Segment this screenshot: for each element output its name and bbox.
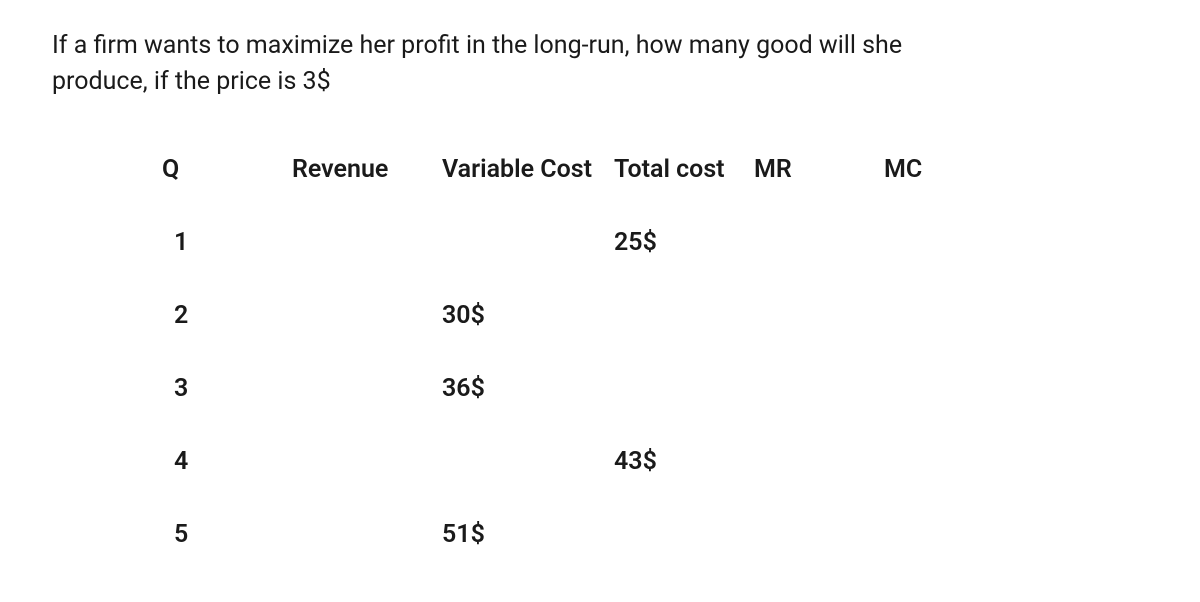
header-variable-cost: Variable Cost [442, 155, 614, 184]
cell-variable-cost [442, 447, 614, 476]
cell-variable-cost: 36$ [442, 374, 614, 403]
cell-q: 4 [162, 447, 292, 476]
cell-mc [884, 228, 964, 257]
question-text: If a firm wants to maximize her profit i… [52, 28, 1148, 101]
cell-total-cost [614, 301, 754, 330]
cell-revenue [292, 374, 442, 403]
question-line-2: produce, if the price is 3$ [52, 67, 331, 96]
header-mr: MR [754, 155, 884, 184]
cell-q: 3 [162, 374, 292, 403]
cell-revenue [292, 520, 442, 549]
cell-total-cost [614, 520, 754, 549]
header-total-cost: Total cost [614, 155, 754, 184]
cell-mr [754, 447, 884, 476]
cell-revenue [292, 301, 442, 330]
table-row: 2 30$ [162, 301, 982, 330]
data-table: Q Revenue Variable Cost Total cost MR MC… [162, 155, 982, 549]
table-row: 4 43$ [162, 447, 982, 476]
table-row: 5 51$ [162, 520, 982, 549]
cell-mc [884, 301, 964, 330]
header-mc: MC [884, 155, 964, 184]
cell-total-cost: 25$ [614, 228, 754, 257]
cell-mc [884, 520, 964, 549]
cell-q: 2 [162, 301, 292, 330]
header-revenue: Revenue [292, 155, 442, 184]
cell-revenue [292, 447, 442, 476]
cell-q: 5 [162, 520, 292, 549]
cell-mr [754, 374, 884, 403]
cell-total-cost: 43$ [614, 447, 754, 476]
cell-variable-cost: 30$ [442, 301, 614, 330]
cell-variable-cost: 51$ [442, 520, 614, 549]
cell-mr [754, 228, 884, 257]
cell-revenue [292, 228, 442, 257]
question-line-1: If a firm wants to maximize her profit i… [52, 31, 902, 60]
table-row: 1 25$ [162, 228, 982, 257]
table-row: 3 36$ [162, 374, 982, 403]
cell-mr [754, 301, 884, 330]
cell-variable-cost [442, 228, 614, 257]
cell-q: 1 [162, 228, 292, 257]
cell-mr [754, 520, 884, 549]
cell-mc [884, 447, 964, 476]
cell-total-cost [614, 374, 754, 403]
cell-mc [884, 374, 964, 403]
header-q: Q [162, 155, 292, 184]
table-header-row: Q Revenue Variable Cost Total cost MR MC [162, 155, 982, 184]
